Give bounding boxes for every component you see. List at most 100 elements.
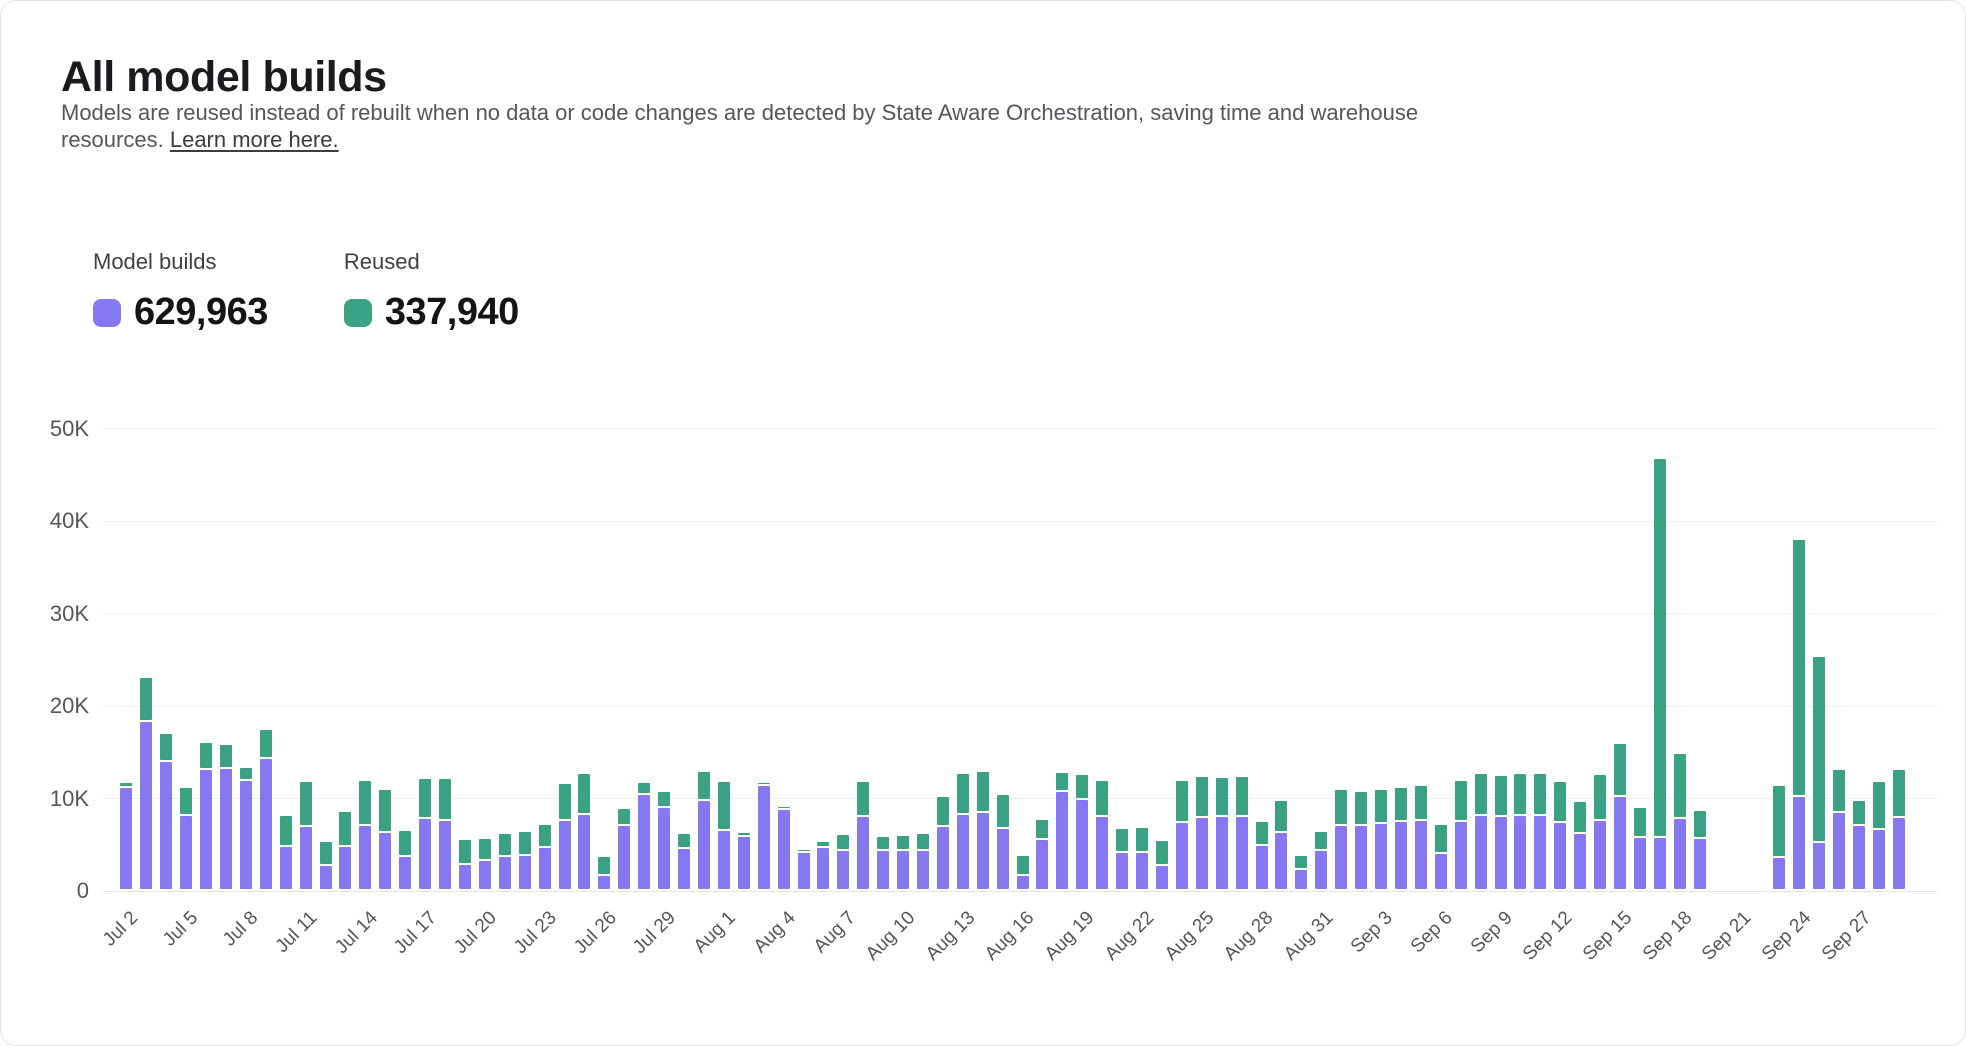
bar-stack[interactable] [419, 778, 432, 889]
bar-stack[interactable] [458, 839, 471, 889]
model-builds-segment [777, 810, 790, 889]
bar-stack[interactable] [1375, 789, 1388, 889]
bar-stack[interactable] [817, 841, 830, 889]
bar-stack[interactable] [1474, 774, 1487, 889]
bar-stack[interactable] [1892, 770, 1905, 889]
bar-stack[interactable] [1872, 781, 1885, 889]
bar-stack[interactable] [757, 783, 770, 889]
learn-more-link[interactable]: Learn more here. [169, 126, 339, 152]
bar-stack[interactable] [1355, 791, 1368, 889]
bar-stack[interactable] [1096, 780, 1109, 889]
bar-stack[interactable] [140, 677, 153, 889]
bar-stack[interactable] [1315, 832, 1328, 889]
bar-stack[interactable] [1594, 775, 1607, 889]
bar-stack[interactable] [897, 836, 910, 889]
bar-stack[interactable] [917, 834, 929, 889]
bar-stack[interactable] [737, 833, 750, 889]
bar-stack[interactable] [1335, 789, 1348, 889]
bar-stack[interactable] [558, 784, 571, 889]
bar-stack[interactable] [1136, 827, 1149, 889]
bar-stack[interactable] [578, 774, 591, 889]
model-builds-segment [1136, 852, 1149, 889]
bar-stack[interactable] [717, 782, 730, 889]
bar-stack[interactable] [259, 729, 272, 889]
bar-stack[interactable] [120, 783, 133, 889]
gridline [103, 705, 1937, 707]
legend: Model builds 629,963 Reused 337,940 [93, 249, 519, 334]
bar-stack[interactable] [1833, 769, 1846, 889]
bar-stack[interactable] [1693, 811, 1706, 889]
bar-stack[interactable] [1056, 773, 1069, 889]
bar-stack[interactable] [399, 830, 412, 889]
x-tick-label: Aug 25 [1160, 907, 1218, 965]
bar-stack[interactable] [638, 783, 651, 889]
reused-segment [1534, 774, 1547, 814]
bar-stack[interactable] [279, 815, 292, 889]
bar-stack[interactable] [877, 837, 890, 889]
bar-stack[interactable] [777, 807, 790, 889]
model-builds-segment [1255, 846, 1268, 889]
bar-stack[interactable] [1076, 775, 1089, 889]
bar-stack[interactable] [1235, 776, 1248, 889]
bar-stack[interactable] [658, 791, 671, 889]
bar-stack[interactable] [239, 767, 252, 889]
bar-stack[interactable] [1614, 743, 1627, 889]
bar-stack[interactable] [1554, 781, 1567, 889]
bar-stack[interactable] [498, 834, 511, 889]
bar-stack[interactable] [518, 832, 531, 889]
bar-stack[interactable] [1275, 800, 1288, 889]
bar-stack[interactable] [1574, 801, 1587, 889]
bar-stack[interactable] [1394, 788, 1407, 889]
model-builds-segment [956, 815, 969, 889]
bar-stack[interactable] [1773, 786, 1786, 889]
bar-stack[interactable] [478, 838, 491, 889]
bar-stack[interactable] [857, 782, 870, 889]
bar-stack[interactable] [359, 780, 372, 889]
bar-stack[interactable] [1653, 458, 1666, 889]
bar-stack[interactable] [339, 812, 352, 889]
bar-stack[interactable] [219, 744, 232, 889]
bar-stack[interactable] [1116, 828, 1129, 889]
bar-stack[interactable] [1454, 780, 1467, 889]
bar-stack[interactable] [598, 857, 611, 889]
bar-stack[interactable] [1016, 855, 1029, 889]
bar-stack[interactable] [837, 835, 850, 889]
bar-stack[interactable] [1215, 777, 1228, 889]
model-builds-segment [1554, 823, 1567, 889]
bar-stack[interactable] [1036, 820, 1049, 889]
bar-stack[interactable] [1434, 825, 1447, 889]
bar-stack[interactable] [996, 794, 1009, 889]
bar-stack[interactable] [1534, 774, 1547, 889]
reused-segment [1454, 780, 1467, 821]
bar-stack[interactable] [1793, 540, 1806, 889]
bar-stack[interactable] [299, 781, 312, 889]
bar-stack[interactable] [1295, 855, 1308, 889]
bar-stack[interactable] [1414, 786, 1427, 889]
bar-stack[interactable] [1813, 656, 1826, 889]
bar-stack[interactable] [1494, 776, 1507, 889]
bar-stack[interactable] [956, 774, 969, 889]
bar-stack[interactable] [1255, 822, 1268, 889]
x-tick-label: Jul 23 [510, 907, 561, 958]
bar-stack[interactable] [1633, 808, 1646, 889]
bar-stack[interactable] [319, 841, 332, 889]
bar-stack[interactable] [379, 789, 392, 889]
bar-stack[interactable] [797, 850, 810, 889]
bar-stack[interactable] [1195, 776, 1208, 889]
bar-stack[interactable] [160, 734, 173, 889]
bar-stack[interactable] [678, 834, 691, 889]
bar-stack[interactable] [439, 778, 452, 889]
bar-stack[interactable] [1673, 753, 1686, 889]
bar-stack[interactable] [538, 825, 551, 889]
reused-segment [1833, 769, 1846, 812]
bar-stack[interactable] [976, 772, 989, 889]
bar-stack[interactable] [1175, 780, 1188, 889]
bar-stack[interactable] [180, 788, 193, 889]
bar-stack[interactable] [1853, 800, 1865, 889]
bar-stack[interactable] [200, 742, 213, 889]
bar-stack[interactable] [697, 772, 710, 889]
bar-stack[interactable] [936, 797, 949, 889]
bar-stack[interactable] [1155, 840, 1168, 889]
bar-stack[interactable] [618, 809, 631, 889]
bar-stack[interactable] [1514, 774, 1527, 889]
